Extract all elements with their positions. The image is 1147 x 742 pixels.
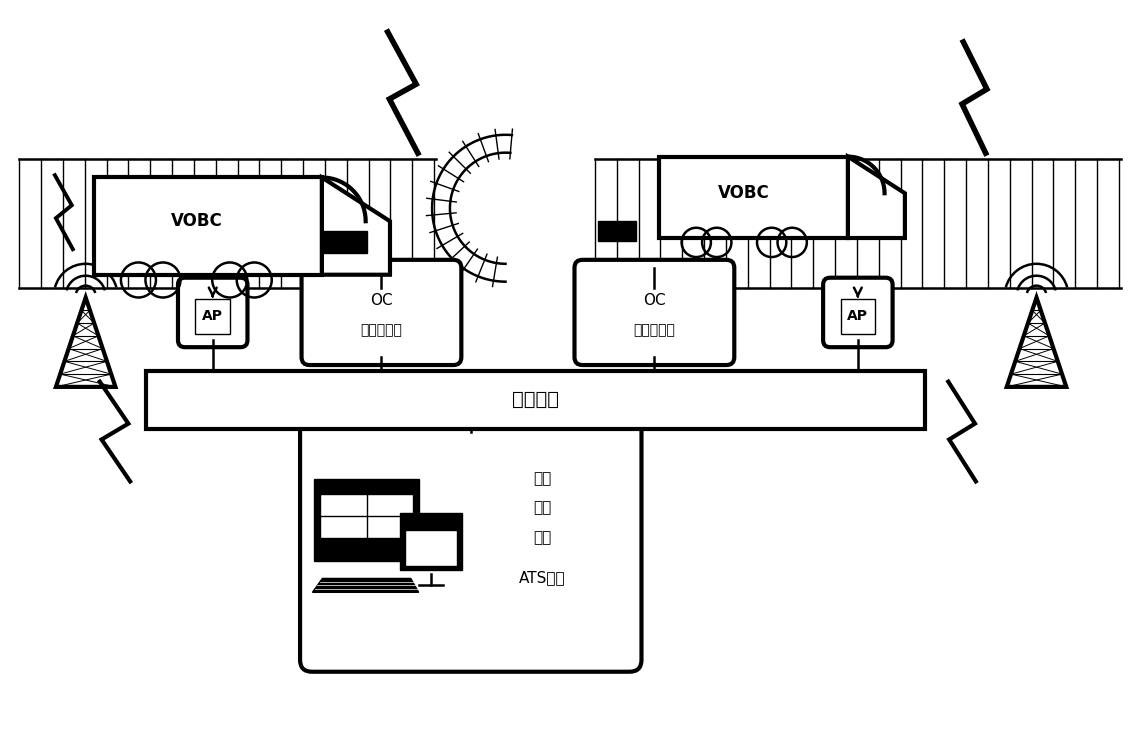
Text: 控制: 控制 [533,470,552,486]
Bar [94,177,322,275]
Polygon shape [848,157,905,238]
Bar [405,530,457,565]
Bar [660,157,848,238]
FancyBboxPatch shape [301,420,641,672]
Bar [841,299,875,334]
Bar [400,513,462,571]
FancyBboxPatch shape [824,278,892,347]
Bar [320,493,413,539]
Bar [195,299,229,334]
Text: OC: OC [643,293,665,308]
Text: AP: AP [848,309,868,324]
Bar [314,479,419,560]
Text: 中心: 中心 [533,500,552,516]
Text: 骨干网络: 骨干网络 [512,390,559,410]
Text: OC: OC [370,293,392,308]
FancyBboxPatch shape [178,278,248,347]
FancyBboxPatch shape [302,260,461,365]
Text: ATS系统: ATS系统 [518,570,565,585]
FancyBboxPatch shape [575,260,734,365]
Bar [322,231,367,253]
Polygon shape [322,177,390,275]
Text: 目标控制器: 目标控制器 [633,324,676,338]
Text: 设备: 设备 [533,531,552,545]
Bar [598,221,635,241]
Text: VOBC: VOBC [171,212,223,230]
Text: VOBC: VOBC [718,184,770,203]
Text: AP: AP [202,309,224,324]
Text: 目标控制器: 目标控制器 [360,324,403,338]
Polygon shape [312,579,419,592]
Bar [146,371,924,429]
